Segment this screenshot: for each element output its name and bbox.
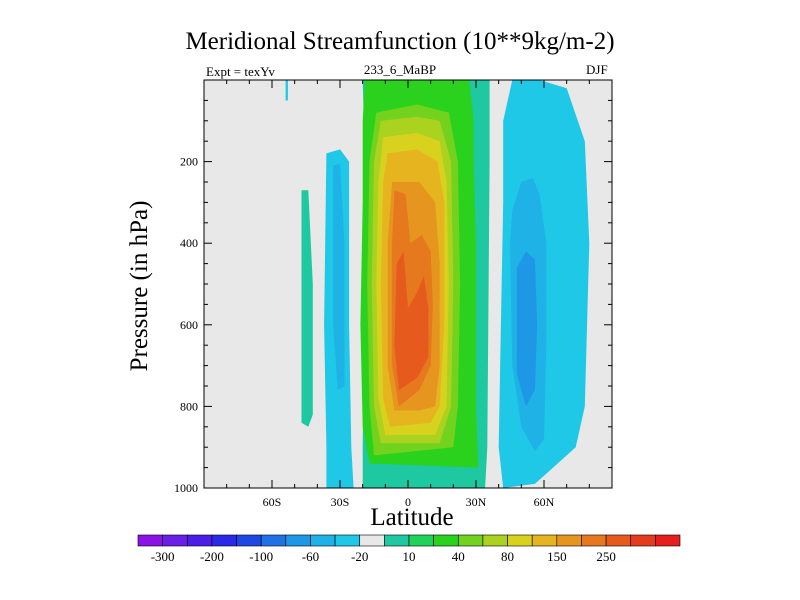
colorbar-box [359, 534, 385, 547]
colorbar-box [137, 534, 163, 547]
colorbar-box [408, 534, 434, 547]
contour-top-speck [285, 80, 288, 101]
y-tick-label: 200 [180, 155, 198, 169]
x-tick-label: 60S [263, 495, 282, 509]
y-tick-label: 1000 [174, 481, 198, 495]
colorbar-label: -100 [249, 549, 273, 564]
colorbar-box [507, 534, 533, 547]
x-tick-label: 30N [466, 495, 487, 509]
colorbar-box [236, 534, 262, 547]
colorbar-box [384, 534, 410, 547]
x-tick-label: 0 [405, 495, 411, 509]
colorbar-box [655, 534, 681, 547]
contour-sh-cell-inner [333, 163, 345, 391]
colorbar-box [457, 534, 484, 547]
colorbar-box [186, 534, 213, 547]
contour-sh-small-cell-outer [301, 190, 313, 427]
colorbar: -300 -200 -100 -60 -20 10 40 80 150 250 [137, 534, 681, 564]
y-tick-label: 800 [180, 399, 198, 413]
colorbar-label: -300 [151, 549, 175, 564]
experiment-label: Expt = texYv [206, 64, 275, 79]
colorbar-box [482, 534, 508, 547]
colorbar-box [605, 534, 632, 547]
case-label: 233_6_MaBP [363, 62, 437, 77]
colorbar-label: 150 [547, 549, 567, 564]
colorbar-label: -60 [302, 549, 319, 564]
y-tick-label: 400 [180, 236, 198, 250]
colorbar-box [285, 534, 311, 547]
colorbar-label: 40 [452, 549, 465, 564]
colorbar-box [334, 534, 361, 547]
season-label: DJF [586, 62, 608, 77]
colorbar-label: -20 [351, 549, 368, 564]
colorbar-box [310, 534, 336, 547]
colorbar-box [433, 534, 459, 547]
contour-hadley-250 [394, 251, 429, 391]
colorbar-box [260, 534, 287, 547]
colorbar-box [630, 534, 656, 547]
x-tick-label: 60N [534, 495, 555, 509]
axis-ticks: 200 400 600 800 1000 60S 30S 0 30N 60N [174, 80, 612, 509]
colorbar-label: 250 [596, 549, 616, 564]
colorbar-box [162, 534, 188, 547]
contour-regions [285, 80, 590, 488]
chart-title: Meridional Streamfunction (10**9kg/m-2) [185, 28, 615, 55]
colorbar-box [211, 534, 237, 547]
colorbar-label: -200 [200, 549, 224, 564]
y-axis-title: Pressure (in hPa) [126, 200, 153, 372]
colorbar-label: 10 [403, 549, 416, 564]
colorbar-box [556, 534, 582, 547]
contour-nh-cell-inner [516, 251, 538, 407]
x-tick-label: 30S [331, 495, 350, 509]
colorbar-label: 80 [501, 549, 514, 564]
colorbar-box [581, 534, 607, 547]
y-tick-label: 600 [180, 318, 198, 332]
colorbar-box [531, 534, 558, 547]
x-axis-title: Latitude [370, 504, 454, 531]
